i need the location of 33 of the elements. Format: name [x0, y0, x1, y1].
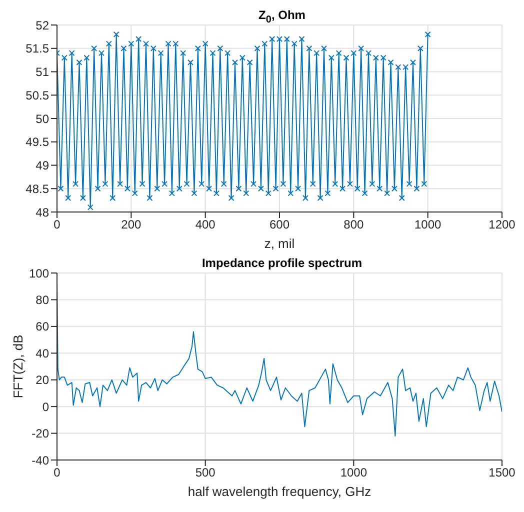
x-tick-label: 0 [54, 218, 61, 232]
x-tick-label: 800 [344, 218, 364, 232]
y-tick-label: 40 [36, 346, 50, 360]
y-tick-label: 50 [36, 112, 50, 126]
y-tick-label: 50.5 [26, 88, 50, 102]
x-tick-label: 1200 [488, 218, 516, 232]
y-tick-label: 60 [36, 320, 50, 334]
y-tick-label: 0 [42, 400, 50, 414]
x-tick-label: 200 [121, 218, 142, 232]
y-tick-label: 49 [36, 158, 50, 173]
y-tick-label: 52 [36, 18, 50, 32]
x-tick-label: 400 [195, 218, 216, 232]
y-tick-label: 48.5 [26, 182, 50, 196]
x-tick-label: 0 [54, 466, 61, 480]
y-tick-label: 49.5 [26, 135, 50, 150]
y-tick-label: 80 [36, 292, 50, 307]
x-tick-label: 600 [269, 218, 290, 232]
y-tick-label: 20 [36, 373, 50, 388]
y-axis-title: FFT(Z), dB [10, 334, 26, 398]
x-axis-title: z, mil [264, 236, 295, 251]
x-axis-title: half wavelength frequency, GHz [188, 484, 372, 499]
y-tick-label: 51.5 [26, 42, 50, 56]
x-tick-label: 1000 [414, 218, 442, 232]
y-tick-label: 48 [36, 205, 50, 220]
chart-title: Z$_{0}$, Ohm [258, 8, 306, 26]
x-tick-label: 1000 [340, 466, 368, 480]
y-tick-label: -40 [32, 453, 50, 468]
chart-title: Impedance profile spectrum [200, 256, 364, 270]
x-tick-label: 1500 [488, 466, 516, 480]
y-tick-label: 100 [28, 266, 50, 280]
x-tick-label: 500 [195, 466, 216, 480]
y-tick-label: 51 [36, 65, 50, 80]
y-tick-label: -20 [32, 426, 50, 441]
